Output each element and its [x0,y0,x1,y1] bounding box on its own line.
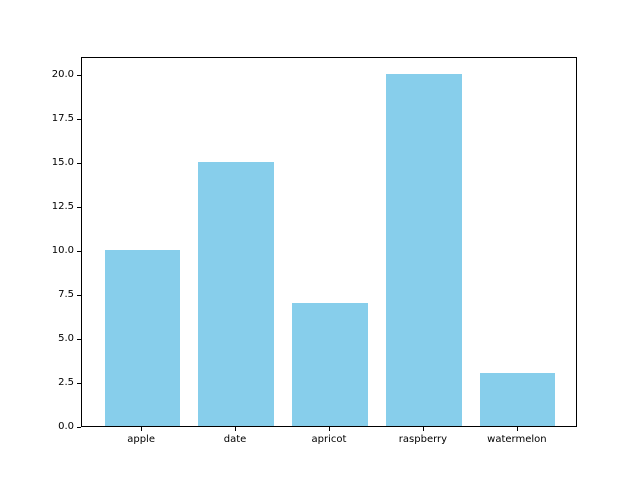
y-tick-mark [77,250,81,252]
x-tick-label: raspberry [398,434,448,445]
y-tick-mark [77,382,81,384]
x-tick-label: apricot [311,434,347,445]
y-tick-mark [77,294,81,296]
y-tick-mark [77,162,81,164]
bar-apricot [292,302,368,426]
plot-area [81,57,577,427]
y-tick-label: 17.5 [51,112,74,124]
x-tick-label: date [223,434,247,445]
y-tick-mark [77,74,81,76]
bar-apple [104,249,180,426]
y-tick-mark [77,206,81,208]
y-tick-label: 15.0 [51,156,74,168]
bar-raspberry [386,73,462,426]
y-tick-label: 20.0 [51,68,74,80]
bar-date [198,161,274,426]
y-tick-mark [77,338,81,340]
x-tick-mark [235,427,237,431]
bar-watermelon [480,373,556,426]
y-tick-label: 5.0 [58,332,74,344]
y-tick-label: 2.5 [58,376,74,388]
x-tick-label: apple [127,434,155,445]
x-tick-mark [141,427,143,431]
y-tick-mark [77,427,81,428]
y-tick-label: 7.5 [58,288,74,300]
y-tick-label: 0.0 [58,421,74,432]
x-tick-label: watermelon [487,434,547,445]
y-tick-mark [77,118,81,120]
x-tick-mark [422,427,424,431]
y-tick-label: 10.0 [51,244,74,256]
x-tick-mark [516,427,518,431]
y-tick-label: 12.5 [51,200,74,212]
x-tick-mark [329,427,330,431]
